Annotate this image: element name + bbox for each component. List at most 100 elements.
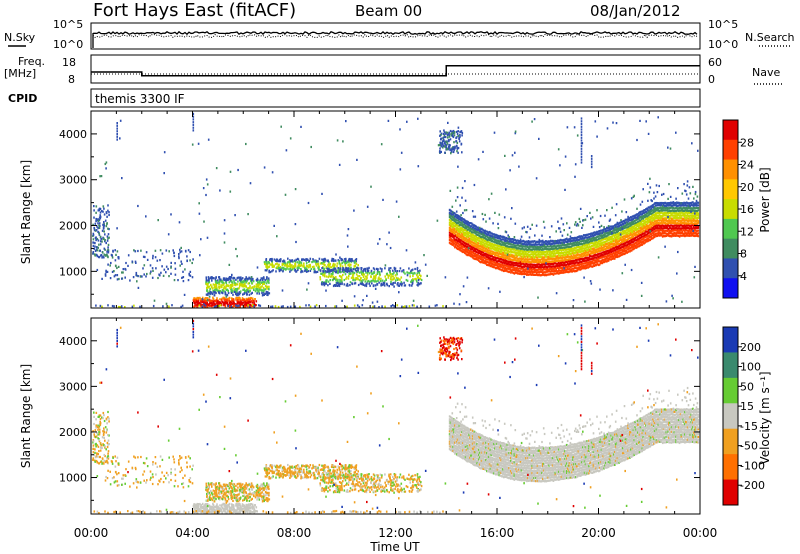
power-echo	[514, 222, 517, 225]
power-echo	[460, 249, 462, 252]
power-echo	[452, 218, 454, 221]
power-echo	[492, 243, 494, 246]
power-echo	[531, 258, 533, 261]
power-echo	[497, 239, 500, 242]
power-echo	[583, 236, 586, 240]
power-echo	[513, 256, 516, 260]
power-echo	[554, 249, 557, 252]
power-echo	[555, 249, 557, 252]
power-echo	[460, 242, 462, 245]
power-echo	[460, 236, 462, 239]
power-echo	[229, 284, 232, 287]
power-echo	[564, 271, 566, 274]
power-echo	[499, 255, 501, 258]
power-echo	[569, 250, 572, 253]
power-echo	[487, 239, 489, 242]
power-echo	[590, 262, 593, 265]
power-echo	[212, 298, 215, 301]
power-echo	[605, 252, 607, 255]
power-echo	[480, 253, 483, 256]
power-echo	[611, 240, 613, 243]
power-echo	[604, 258, 606, 261]
power-echo	[581, 242, 583, 246]
power-echo	[206, 303, 208, 306]
power-echo	[469, 230, 471, 233]
power-echo	[581, 257, 583, 260]
power-echo	[609, 255, 612, 258]
power-echo	[247, 278, 249, 281]
power-echo	[497, 234, 500, 238]
power-echo	[526, 273, 528, 276]
power-echo	[509, 270, 511, 273]
power-echo	[500, 250, 502, 253]
power-echo	[558, 272, 560, 275]
power-echo	[514, 249, 517, 252]
power-echo	[574, 244, 576, 247]
power-echo	[479, 257, 481, 260]
power-echo	[558, 259, 561, 262]
power-echo	[598, 234, 601, 237]
power-echo	[501, 253, 503, 256]
power-echo	[212, 283, 215, 286]
power-echo	[577, 238, 580, 242]
power-echo	[487, 238, 490, 241]
power-echo	[450, 230, 453, 233]
power-echo	[505, 245, 508, 248]
power-echo	[580, 265, 582, 268]
power-echo	[562, 223, 565, 226]
power-echo	[549, 260, 551, 263]
power-echo	[509, 263, 511, 266]
power-echo	[536, 265, 539, 268]
power-echo	[546, 248, 549, 251]
power-echo	[542, 263, 544, 266]
power-echo	[454, 235, 456, 238]
power-echo	[608, 257, 611, 260]
power-echo	[468, 234, 470, 237]
power-echo	[233, 283, 236, 286]
power-echo	[598, 255, 600, 258]
power-echo	[475, 251, 477, 254]
power-echo	[546, 243, 549, 246]
power-echo	[497, 259, 500, 263]
power-echo	[547, 270, 549, 273]
power-echo	[614, 231, 617, 234]
power-echo	[550, 263, 552, 266]
power-echo	[557, 241, 559, 244]
power-echo	[623, 198, 626, 201]
power-echo	[480, 231, 483, 234]
power-echo	[212, 301, 215, 304]
power-echo	[616, 248, 619, 251]
power-echo	[518, 251, 520, 254]
power-echo	[525, 272, 527, 276]
power-echo	[576, 269, 579, 272]
power-echo	[476, 231, 478, 234]
power-echo	[476, 255, 478, 258]
power-echo	[586, 233, 588, 236]
power-echo	[471, 210, 474, 213]
power-echo	[516, 239, 518, 242]
power-echo	[527, 253, 530, 256]
power-echo	[554, 267, 557, 270]
power-echo	[469, 251, 471, 254]
power-echo	[551, 255, 554, 258]
power-echo	[453, 227, 455, 230]
power-echo	[538, 260, 541, 264]
power-echo	[526, 231, 528, 234]
power-echo	[482, 259, 485, 262]
power-echo	[613, 257, 615, 260]
power-echo	[571, 239, 573, 242]
power-echo	[504, 246, 507, 249]
power-echo	[485, 230, 487, 233]
power-echo	[500, 265, 502, 268]
power-echo	[467, 233, 469, 236]
power-echo	[562, 252, 565, 255]
power-echo	[604, 248, 606, 251]
power-echo	[596, 256, 598, 259]
power-echo	[598, 249, 601, 252]
power-echo	[241, 302, 243, 305]
power-echo	[529, 248, 532, 251]
power-echo	[453, 244, 455, 247]
power-echo	[552, 242, 555, 245]
power-echo	[507, 247, 509, 250]
power-echo	[616, 235, 619, 239]
